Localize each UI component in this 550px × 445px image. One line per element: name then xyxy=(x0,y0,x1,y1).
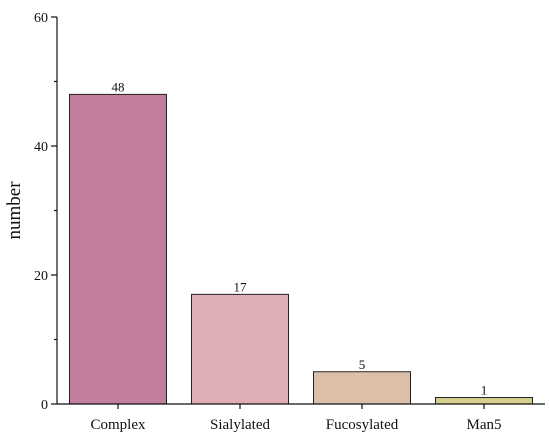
x-ticks-group: Complex Sialylated Fucosylated Man5 xyxy=(91,404,502,433)
data-label: 48 xyxy=(112,79,125,94)
data-labels-group: 48 17 5 1 xyxy=(112,79,488,397)
y-tick-label: 0 xyxy=(41,398,48,413)
y-axis-title: number xyxy=(4,181,25,240)
bar-sialylated xyxy=(191,293,289,405)
bars-group xyxy=(69,93,533,405)
data-label: 17 xyxy=(234,279,248,294)
bar-complex xyxy=(69,93,167,405)
x-tick-label: Fucosylated xyxy=(326,417,399,433)
x-tick-label: Complex xyxy=(91,417,146,433)
data-label: 1 xyxy=(481,383,488,398)
data-label: 5 xyxy=(359,357,366,372)
x-tick-label: Sialylated xyxy=(210,417,270,433)
y-tick-label: 20 xyxy=(34,269,48,284)
x-tick-label: Man5 xyxy=(467,417,502,433)
bar-man5 xyxy=(435,397,533,405)
y-ticks-group: 0 20 40 60 xyxy=(34,11,57,413)
bar-fucosylated xyxy=(313,371,411,405)
y-tick-label: 40 xyxy=(34,140,48,155)
y-tick-label: 60 xyxy=(34,11,48,26)
